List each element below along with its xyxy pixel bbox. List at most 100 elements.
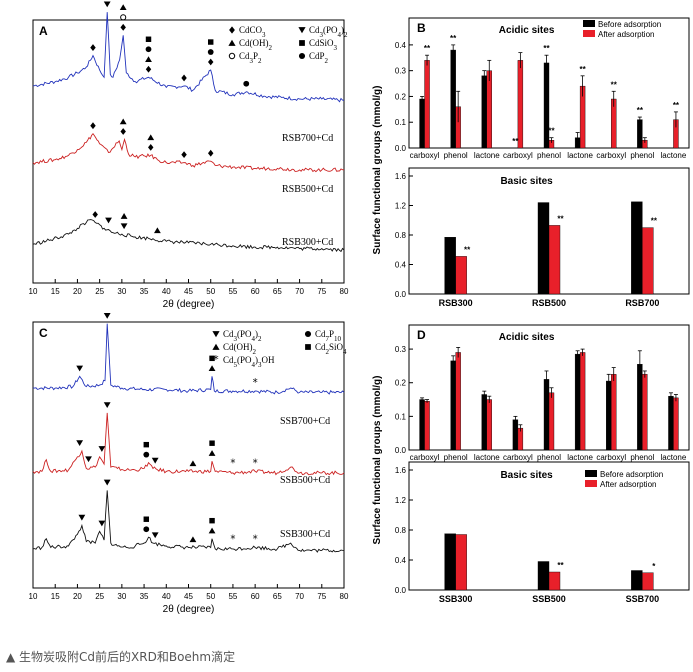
triangle-down-mark xyxy=(98,520,106,527)
x-tick-label: 30 xyxy=(117,592,126,601)
square-marker xyxy=(209,517,215,524)
triangle-down-marker xyxy=(103,479,111,486)
legend-label: CdSiO3 xyxy=(309,38,338,52)
star-mark: * xyxy=(253,459,258,470)
bar xyxy=(450,49,456,149)
diamond-marker xyxy=(148,144,154,151)
y-tick-label: 0.4 xyxy=(395,556,407,565)
x-tick-label: 45 xyxy=(184,287,193,296)
square-mark xyxy=(143,516,150,522)
y-tick-label: 0.0 xyxy=(395,446,407,455)
triangle-up-mark xyxy=(208,450,216,456)
x-axis-title: 2θ (degree) xyxy=(163,604,215,615)
legend-label: Cd(OH)2 xyxy=(223,342,257,356)
triangle-up-marker xyxy=(208,365,216,372)
category-label: phenol xyxy=(537,453,561,462)
triangle-down-marker xyxy=(103,1,111,8)
triangle-up-mark xyxy=(212,343,220,350)
y-axis-title: Surface functional groups (mmol/g) xyxy=(372,376,383,545)
circle-marker xyxy=(143,526,150,533)
legend-label: Cd(OH)2 xyxy=(239,38,273,52)
triangle-down-mark xyxy=(85,456,92,463)
triangle-down-marker xyxy=(151,532,159,539)
circle-mark xyxy=(243,80,250,87)
triangle-down-marker xyxy=(298,27,306,34)
triangle-down-marker xyxy=(103,402,111,408)
triangle-down-mark xyxy=(151,532,159,539)
triangle-up-marker xyxy=(208,527,216,534)
category-label: lactone xyxy=(474,453,500,462)
triangle-down-marker xyxy=(103,312,111,319)
xrd-series-line xyxy=(32,490,345,553)
significance-mark: ** xyxy=(579,65,586,74)
triangle-down-marker xyxy=(98,520,106,527)
category-label: carboxyl xyxy=(596,453,626,462)
acidic-subplot: Acidic sites 0.0 0.1 0.2 0.3 carboxyl phenol la… xyxy=(395,324,690,462)
legend-label: Cd3(PO4)2 xyxy=(223,329,262,343)
triangle-up-mark xyxy=(208,527,216,534)
square-marker xyxy=(305,344,311,350)
x-tick-label: 30 xyxy=(117,287,126,296)
bar xyxy=(606,380,612,451)
square-mark xyxy=(209,440,215,446)
diamond-marker xyxy=(207,149,214,157)
triangle-down-marker xyxy=(120,223,128,230)
square-marker xyxy=(209,440,215,446)
triangle-down-mark xyxy=(98,446,106,452)
bar xyxy=(637,119,643,149)
bar xyxy=(450,360,456,451)
triangle-up-marker xyxy=(147,134,155,141)
triangle-down-mark xyxy=(76,365,84,372)
circle-marker xyxy=(145,46,152,53)
figure-caption: ▲ 生物炭吸附Cd前后的XRD和Boehm滴定 xyxy=(6,650,236,664)
category-label: phenol xyxy=(537,151,561,160)
triangle-down-marker xyxy=(76,365,84,372)
x-tick-label: 60 xyxy=(251,287,260,296)
y-tick-label: 0.2 xyxy=(395,379,407,388)
category-label: lactone xyxy=(474,151,500,160)
panel-label: B xyxy=(417,21,426,35)
legend-label: After adsorption xyxy=(598,30,654,39)
circle-marker xyxy=(207,49,214,55)
xrd-series-line xyxy=(32,412,345,476)
x-tick-label: 75 xyxy=(317,592,326,601)
category-label: phenol xyxy=(444,453,468,462)
y-tick-label: 0.2 xyxy=(395,92,407,101)
panel-label: A xyxy=(39,24,48,38)
bar xyxy=(537,561,550,591)
diamond-marker xyxy=(90,122,96,130)
triangle-up-mark xyxy=(189,460,197,467)
legend-label: Cd3P2 xyxy=(239,51,262,65)
legend-label: Before adsorption xyxy=(600,470,663,479)
y-tick-label: 1.2 xyxy=(395,496,407,505)
diamond-mark xyxy=(120,128,126,135)
y-tick-label: 0.1 xyxy=(395,412,407,421)
diamond-marker xyxy=(145,65,152,73)
panel-c: C 10 15 20 25 30 35 40 45 50 55 60 65 70 75 80 2θ (degre… xyxy=(29,312,349,615)
triangle-down-mark xyxy=(212,331,220,338)
significance-mark: ** xyxy=(673,101,680,110)
x-axis-title: 2θ (degree) xyxy=(163,299,215,310)
star-marker: * xyxy=(230,459,235,470)
xrd-series-line xyxy=(32,219,345,253)
star-marker: * xyxy=(213,353,219,366)
square-marker xyxy=(299,40,305,46)
significance-mark: ** xyxy=(424,44,431,53)
legend-label: Cd2SiO4 xyxy=(315,342,347,356)
y-tick-label: 0.3 xyxy=(395,345,407,354)
square-marker xyxy=(209,355,215,362)
y-tick-label: 0.0 xyxy=(395,290,407,299)
bar xyxy=(642,374,648,451)
x-tick-label: 20 xyxy=(73,592,82,601)
x-tick-label: 40 xyxy=(162,287,171,296)
star-mark: * xyxy=(213,353,219,366)
triangle-down-marker xyxy=(98,446,106,452)
square-marker xyxy=(207,39,214,45)
significance-mark: ** xyxy=(557,561,564,570)
bar xyxy=(444,237,456,295)
category-label: phenol xyxy=(444,151,468,160)
legend-label: Before adsorption xyxy=(598,20,661,29)
x-tick-label: 15 xyxy=(51,287,60,296)
bar xyxy=(543,379,550,451)
